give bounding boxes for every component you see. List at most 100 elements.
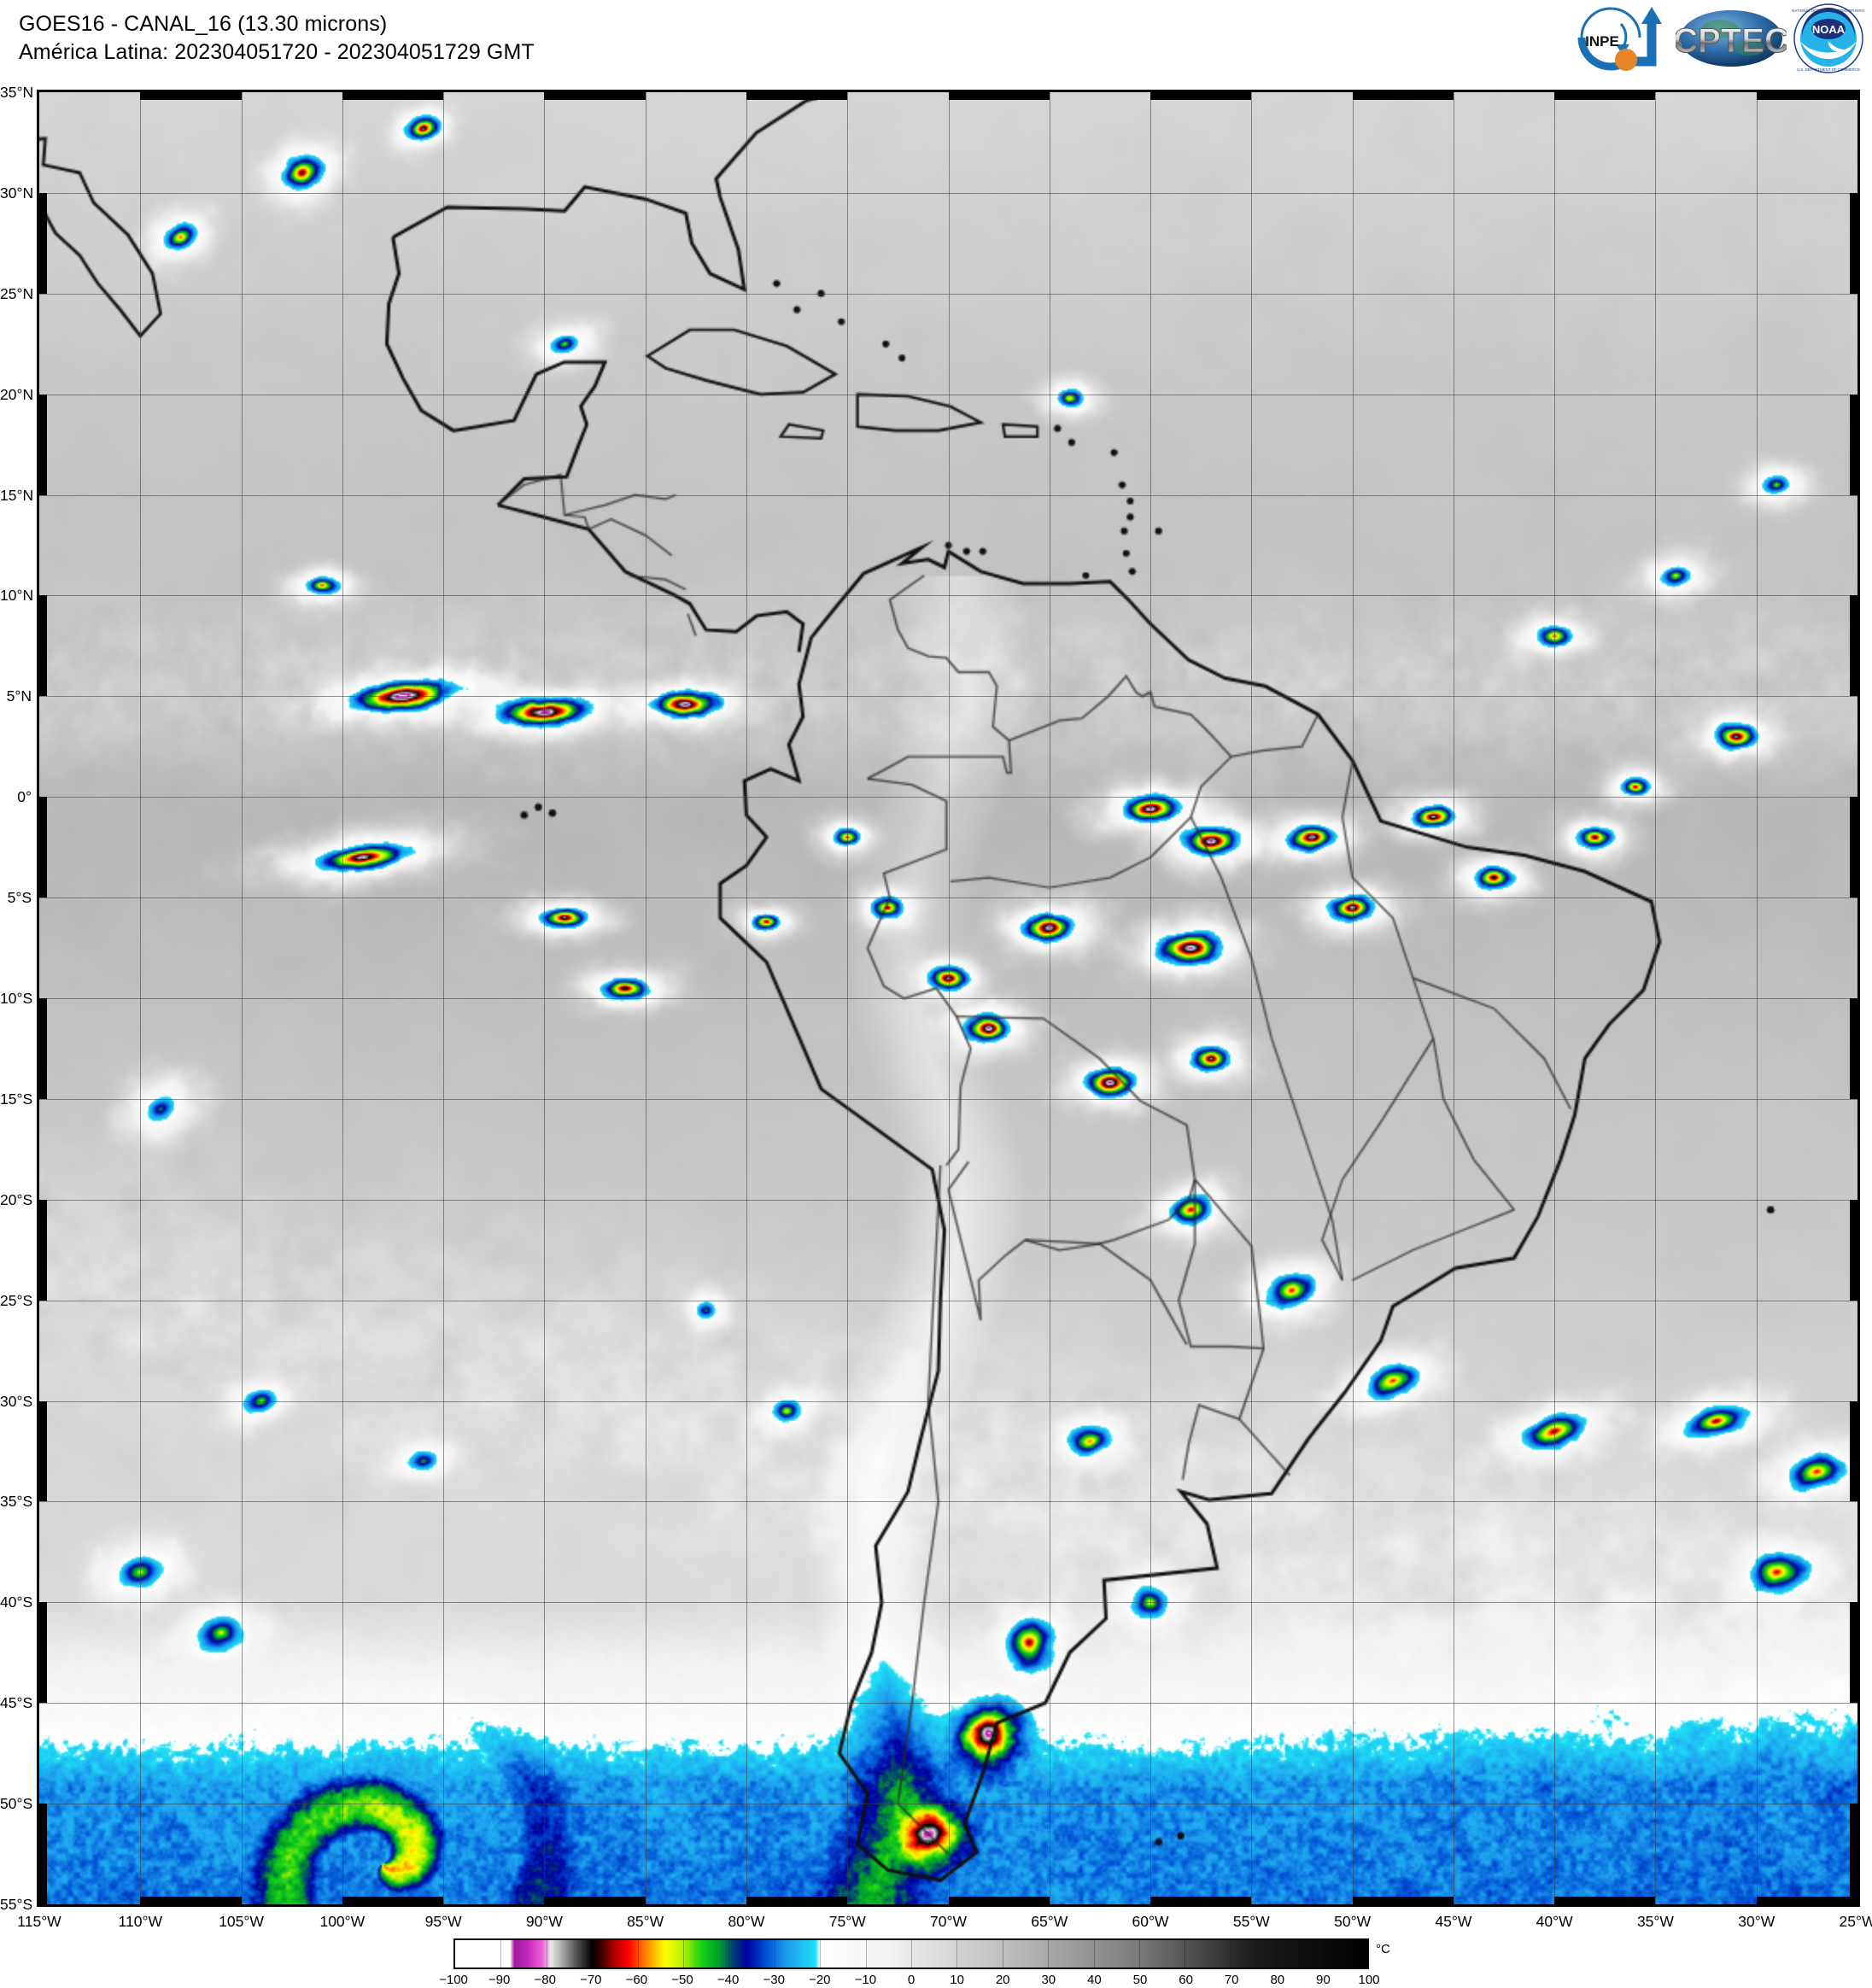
gridline-parallel	[39, 1501, 1857, 1503]
colorbar-tick-label: −30	[763, 1973, 785, 1987]
latitude-tick-label: 5°S	[7, 889, 32, 907]
frame-tick-bar	[39, 595, 47, 697]
inpe-logo: INPE	[1577, 7, 1662, 71]
longitude-tick-label: 50°W	[1334, 1913, 1372, 1930]
header: GOES16 - CANAL_16 (13.30 microns) Améric…	[0, 0, 1872, 90]
longitude-tick-label: 55°W	[1232, 1913, 1270, 1930]
frame-tick-bar	[1756, 92, 1857, 100]
frame-tick-bar	[39, 797, 47, 898]
page-title: GOES16 - CANAL_16 (13.30 microns) Améric…	[19, 10, 535, 66]
colorbar-tick-label: 30	[1041, 1973, 1056, 1987]
frame-tick-bar	[1554, 1897, 1656, 1904]
latitude-tick-label: 15°S	[0, 1090, 33, 1108]
noaa-logo-dept-text: U.S. DEPARTMENT OF COMMERCE	[1797, 67, 1860, 72]
latitude-tick-label: 10°S	[0, 990, 33, 1007]
colorbar-separator	[500, 1940, 502, 1968]
frame-tick-bar	[1554, 92, 1656, 100]
frame-tick-bar	[39, 1199, 47, 1301]
gridline-parallel	[39, 1400, 1857, 1402]
colorbar-tick-label: −40	[717, 1973, 740, 1987]
frame-tick-bar	[1352, 1897, 1454, 1904]
frame-tick-bar	[39, 192, 47, 294]
colorbar-separator	[728, 1940, 730, 1968]
gridline-parallel	[39, 595, 1857, 597]
latitude-tick-label: 25°N	[0, 284, 34, 302]
gridline-parallel	[39, 494, 1857, 496]
longitude-tick-label: 60°W	[1132, 1913, 1169, 1930]
colorbar-tick-label: 80	[1270, 1973, 1285, 1987]
frame-tick-bar	[1150, 92, 1252, 100]
frame-tick-bar	[544, 92, 646, 100]
gridline-parallel	[39, 1602, 1857, 1604]
colorbar-separator	[956, 1940, 958, 1968]
latitude-tick-label: 50°S	[0, 1795, 33, 1813]
colorbar-separator	[865, 1940, 867, 1968]
longitude-tick-label: 105°W	[219, 1913, 264, 1930]
frame-tick-bar	[746, 92, 848, 100]
colorbar-tick-label: 50	[1132, 1973, 1148, 1987]
longitude-tick-label: 115°W	[17, 1913, 61, 1930]
colorbar-separator	[1093, 1940, 1095, 1968]
latitude-tick-label: 20°N	[0, 385, 34, 403]
frame-tick-bar	[342, 1897, 444, 1904]
latitude-tick-label: 10°N	[0, 587, 34, 605]
latitude-tick-label: 45°S	[0, 1694, 33, 1712]
temperature-colorbar: −100 −90 −80 −70 −60 −50 −40 −30 −20 −10 0 10 20 30 40…	[0, 1932, 1872, 1988]
latitude-tick-label: 40°S	[0, 1593, 33, 1611]
colorbar-gradient[interactable]	[453, 1938, 1369, 1969]
colorbar-tick-label: −90	[488, 1973, 511, 1987]
gridline-parallel	[39, 293, 1857, 295]
gridline-parallel	[39, 797, 1857, 798]
longitude-tick-label: 85°W	[627, 1913, 664, 1930]
frame-tick-bar	[1352, 92, 1454, 100]
colorbar-tick-label: −100	[439, 1973, 468, 1987]
colorbar-separator	[1139, 1940, 1140, 1968]
longitude-tick-label: 25°W	[1839, 1913, 1872, 1930]
colorbar-separator	[911, 1940, 912, 1968]
latitude-tick-label: 30°N	[0, 184, 34, 202]
colorbar-tick-label: 70	[1224, 1973, 1239, 1987]
longitude-tick-label: 95°W	[424, 1913, 462, 1930]
frame-tick-bar	[746, 1897, 848, 1904]
latitude-tick-label: 55°S	[0, 1896, 33, 1913]
latitude-tick-label: 0°	[17, 788, 32, 806]
latitude-tick-label: 35°N	[0, 84, 34, 101]
frame-tick-bar	[140, 1897, 242, 1904]
latitude-tick-label: 30°S	[0, 1392, 33, 1410]
longitude-tick-label: 90°W	[525, 1913, 563, 1930]
cptec-logo-text: CPTEC	[1676, 22, 1787, 60]
colorbar-unit-label: °C	[1376, 1942, 1390, 1956]
colorbar-gradient-fill	[455, 1940, 1367, 1968]
frame-tick-bar	[1850, 1199, 1857, 1301]
colorbar-tick-label: −80	[534, 1973, 556, 1987]
title-line-region-time: América Latina: 202304051720 - 202304051…	[19, 39, 535, 64]
frame-tick-bar	[39, 1400, 47, 1502]
colorbar-separator	[592, 1940, 594, 1968]
colorbar-separator	[637, 1940, 639, 1968]
colorbar-separator	[1276, 1940, 1278, 1968]
colorbar-tick-label: 90	[1316, 1973, 1331, 1987]
frame-tick-bar	[544, 1897, 646, 1904]
latitude-tick-label: 5°N	[6, 687, 32, 705]
gridline-parallel	[39, 998, 1857, 999]
colorbar-tick-label: 10	[950, 1973, 964, 1987]
frame-tick-bar	[1850, 394, 1857, 495]
colorbar-separator	[1048, 1940, 1050, 1968]
colorbar-tick-label: −20	[809, 1973, 831, 1987]
latitude-tick-label: 15°N	[0, 486, 34, 504]
frame-tick-bar	[342, 92, 444, 100]
frame-tick-bar	[39, 1804, 47, 1904]
longitude-tick-label: 40°W	[1536, 1913, 1573, 1930]
colorbar-tick-label: 40	[1087, 1973, 1102, 1987]
logo-row: INPE CPTEC	[1570, 2, 1865, 75]
latitude-tick-label: 20°S	[0, 1190, 33, 1208]
frame-tick-bar	[1850, 192, 1857, 294]
colorbar-tick-label: 0	[907, 1973, 916, 1987]
frame-tick-bar	[948, 1897, 1050, 1904]
colorbar-tick-label: 20	[995, 1973, 1010, 1987]
longitude-tick-label: 30°W	[1738, 1913, 1775, 1930]
frame-tick-bar	[1756, 1897, 1857, 1904]
colorbar-separator	[820, 1940, 822, 1968]
frame-tick-bar	[39, 998, 47, 1099]
satellite-map[interactable]	[37, 90, 1860, 1907]
